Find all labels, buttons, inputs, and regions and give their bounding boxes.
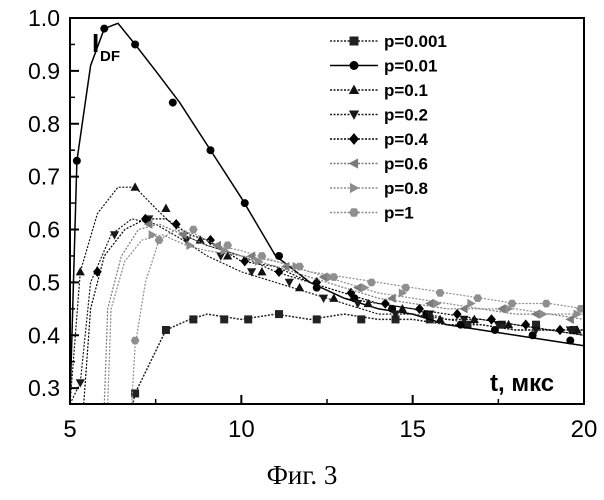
y-tick-label: 0.3 bbox=[28, 375, 60, 401]
legend-item: p=0.6 bbox=[330, 155, 428, 174]
data-point bbox=[149, 230, 157, 239]
legend-label: p=1 bbox=[384, 204, 414, 223]
data-point bbox=[100, 25, 108, 33]
legend-marker bbox=[350, 37, 359, 46]
legend-marker bbox=[350, 61, 359, 70]
legend-label: p=0.4 bbox=[384, 130, 428, 149]
data-point bbox=[76, 379, 85, 387]
data-point bbox=[361, 283, 369, 292]
x-tick-label: 10 bbox=[228, 416, 255, 443]
x-axis-label: t, мкс bbox=[490, 370, 554, 397]
data-point bbox=[566, 337, 574, 345]
legend-label: p=0.001 bbox=[384, 32, 447, 51]
legend-item: p=0.8 bbox=[330, 179, 428, 198]
data-point bbox=[470, 315, 479, 323]
legend-item: p=0.1 bbox=[330, 81, 428, 100]
legend-item: p=1 bbox=[330, 204, 414, 223]
series-layer bbox=[70, 23, 585, 409]
legend-marker bbox=[349, 133, 359, 145]
y-axis-label: I bbox=[92, 28, 99, 58]
legend-marker bbox=[350, 183, 359, 193]
y-tick-label: 0.5 bbox=[28, 269, 60, 295]
legend-item: p=0.4 bbox=[330, 130, 428, 149]
data-point bbox=[155, 236, 164, 244]
y-axis-label-subscript: DF bbox=[100, 48, 120, 65]
data-point bbox=[357, 315, 365, 323]
data-point bbox=[275, 310, 283, 318]
data-point bbox=[131, 337, 140, 345]
data-point bbox=[93, 267, 102, 277]
series-p=0.01 bbox=[70, 23, 584, 404]
data-point bbox=[521, 319, 530, 329]
x-tick-label: 15 bbox=[399, 416, 426, 443]
data-point bbox=[542, 300, 551, 308]
data-point bbox=[189, 315, 197, 323]
y-tick-label: 0.8 bbox=[28, 111, 60, 137]
y-tick-label: 1.0 bbox=[28, 5, 60, 31]
legend-item: p=0.01 bbox=[330, 57, 437, 76]
data-point bbox=[189, 226, 198, 234]
y-tick-label: 0.6 bbox=[28, 217, 60, 243]
x-tick-label: 5 bbox=[63, 416, 76, 443]
plot-frame bbox=[70, 18, 584, 404]
series-line bbox=[70, 23, 584, 404]
data-point bbox=[381, 298, 390, 308]
legend-label: p=0.8 bbox=[384, 179, 428, 198]
data-point bbox=[76, 267, 85, 275]
data-point bbox=[247, 268, 256, 276]
y-tick-label: 0.4 bbox=[28, 322, 60, 348]
data-point bbox=[539, 310, 547, 319]
x-tick-label: 20 bbox=[571, 416, 598, 443]
data-point bbox=[531, 310, 539, 319]
data-point bbox=[244, 315, 252, 323]
legend-label: p=0.2 bbox=[384, 106, 428, 125]
data-point bbox=[241, 199, 249, 207]
y-tick-label: 0.9 bbox=[28, 58, 60, 84]
legend-label: p=0.01 bbox=[384, 57, 437, 76]
legend-marker bbox=[349, 85, 359, 94]
legend: p=0.001 p=0.01 p=0.1 p=0.2 p=0.4 p=0.6 p=0.8 p=… bbox=[330, 32, 447, 223]
legend-item: p=0.001 bbox=[330, 32, 447, 51]
data-point bbox=[319, 295, 328, 303]
data-point bbox=[487, 314, 496, 324]
data-point bbox=[401, 284, 410, 292]
data-point bbox=[453, 309, 462, 319]
legend-item: p=0.2 bbox=[330, 106, 428, 125]
data-point bbox=[556, 325, 565, 335]
data-point bbox=[220, 315, 228, 323]
data-point bbox=[131, 40, 139, 48]
legend-label: p=0.6 bbox=[384, 155, 428, 174]
data-point bbox=[161, 204, 170, 212]
data-point bbox=[275, 252, 283, 260]
legend-marker bbox=[349, 158, 358, 168]
data-point bbox=[186, 241, 194, 250]
data-point bbox=[73, 157, 81, 165]
figure-caption: Фиг. 3 bbox=[267, 460, 338, 490]
data-point bbox=[206, 146, 214, 154]
data-point bbox=[473, 294, 482, 302]
data-point bbox=[367, 279, 376, 287]
data-point bbox=[508, 300, 517, 308]
data-point bbox=[313, 315, 321, 323]
data-point bbox=[131, 182, 140, 190]
y-tick-label: 0.7 bbox=[28, 164, 60, 190]
data-point bbox=[169, 99, 177, 107]
legend-marker bbox=[349, 208, 359, 217]
data-point bbox=[329, 273, 338, 281]
legend-label: p=0.1 bbox=[384, 81, 428, 100]
data-point bbox=[257, 252, 266, 260]
data-point bbox=[353, 283, 361, 292]
legend-marker bbox=[349, 110, 359, 119]
data-point bbox=[257, 267, 266, 275]
data-point bbox=[162, 326, 170, 334]
data-point bbox=[436, 289, 445, 297]
